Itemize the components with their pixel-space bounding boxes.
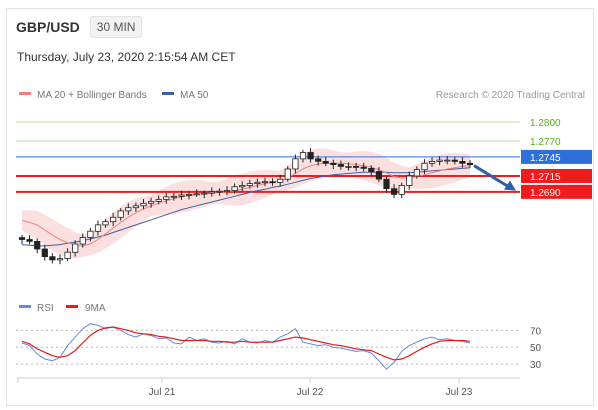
candle-body [337,164,345,167]
candle-body [94,224,102,232]
candle-body [147,200,155,204]
candle-body [18,237,26,240]
rsi-tick-label: 50 [530,343,542,354]
candle-body [459,160,466,164]
ma50-legend-label: MA 50 [180,90,209,101]
level-tag-1.2715 [521,168,592,183]
candle-body [428,160,436,164]
candle-body [56,258,64,261]
rsi-ma-line [21,326,471,361]
candle-body [125,207,132,212]
candle-body [26,239,33,242]
x-axis: Jul 21 Jul 22 Jul 23 [17,378,473,398]
level-tag-1.2745 [521,149,592,164]
symbol-title: GBP/USD [16,19,80,35]
rsi-tick-label: 30 [530,360,542,371]
candle-body [383,178,390,190]
candle-body [406,175,413,186]
candle-body [322,160,329,164]
candle-body [155,199,162,202]
level-label-1.2745: 1.2745 [530,153,561,164]
rsi-legend-label: RSI [37,303,54,314]
candle-body [284,168,291,180]
candle-body [185,193,193,196]
candle-body [307,152,314,160]
forecast-arrow-head [504,180,516,191]
level-label-1.2690: 1.2690 [530,188,561,199]
candle-body [223,190,231,193]
level-label-1.2715: 1.2715 [530,172,561,183]
candle-body [201,192,208,195]
candle-body [110,216,117,223]
rsi-ma-legend-label: 9MA [85,303,106,314]
candle-body [451,159,458,162]
ma20-legend-swatch [19,92,31,95]
candle-body [413,169,421,177]
rsi-ma-legend-swatch [66,305,78,308]
candle-body [163,196,170,200]
candle-body [208,191,215,194]
ma20-legend-label: MA 20 + Bollinger Bands [37,90,147,101]
rsi-chart: 70 50 30 [16,323,542,371]
level-label-1.2770: 1.2770 [530,137,561,148]
candle-body [254,181,261,185]
ma20-line [21,162,471,247]
candle-body [277,178,284,183]
ma50-legend-swatch [162,92,174,95]
ma50-line [21,167,471,247]
candle-body [64,251,71,259]
candle-body [398,185,405,195]
level-tag-1.2690 [521,184,592,199]
candle-body [360,166,367,169]
candle-body [170,195,177,198]
candle-body [49,256,56,261]
candle-body [87,230,94,238]
candle-body [132,205,139,209]
x-tick-label: Jul 23 [446,387,473,398]
candle-body [315,158,322,162]
candle-body [231,186,238,192]
candle-body [466,162,474,166]
candle-body [193,193,200,196]
candle-body [246,183,253,186]
rsi-tick-label: 70 [530,326,542,337]
candle-body [292,158,299,170]
chart-widget [6,8,594,406]
candle-body [239,185,246,188]
candle-body [34,240,41,250]
x-tick-label: Jul 21 [149,387,176,398]
candle-body [345,165,352,168]
candle-body [299,152,307,160]
candle-body [178,194,185,197]
forecast-arrow-shaft [473,164,511,189]
candle-body [390,188,398,195]
source-label: Research © 2020 Trading Central [436,90,585,101]
timestamp: Thursday, July 23, 2020 2:15:54 AM CET [17,50,236,64]
candle-body [79,237,86,245]
candle-body [72,243,79,253]
level-label-1.2800: 1.2800 [530,118,561,129]
rsi-line [21,323,471,370]
candle-body [261,181,269,184]
rsi-legend-swatch [19,305,31,308]
chart-header: GBP/USD 30 MIN [16,16,143,38]
candle-body [444,159,451,162]
candle-body [41,248,48,257]
candle-body [375,171,383,180]
candle-body [421,162,428,171]
candle-body [117,210,124,218]
candle-body [140,202,147,207]
candle-body [269,181,276,184]
candle-body [330,162,337,166]
bollinger-band [22,148,470,259]
candle-body [102,221,109,226]
candle-body [368,167,375,172]
price-chart: 1.2800 1.2770 1.2745 1.2715 1.2690 [16,118,592,265]
candle-body [216,190,223,193]
x-tick-label: Jul 22 [297,387,324,398]
candle-body [352,165,360,168]
timeframe-badge[interactable]: 30 MIN [89,16,143,38]
candle-body [436,159,443,162]
